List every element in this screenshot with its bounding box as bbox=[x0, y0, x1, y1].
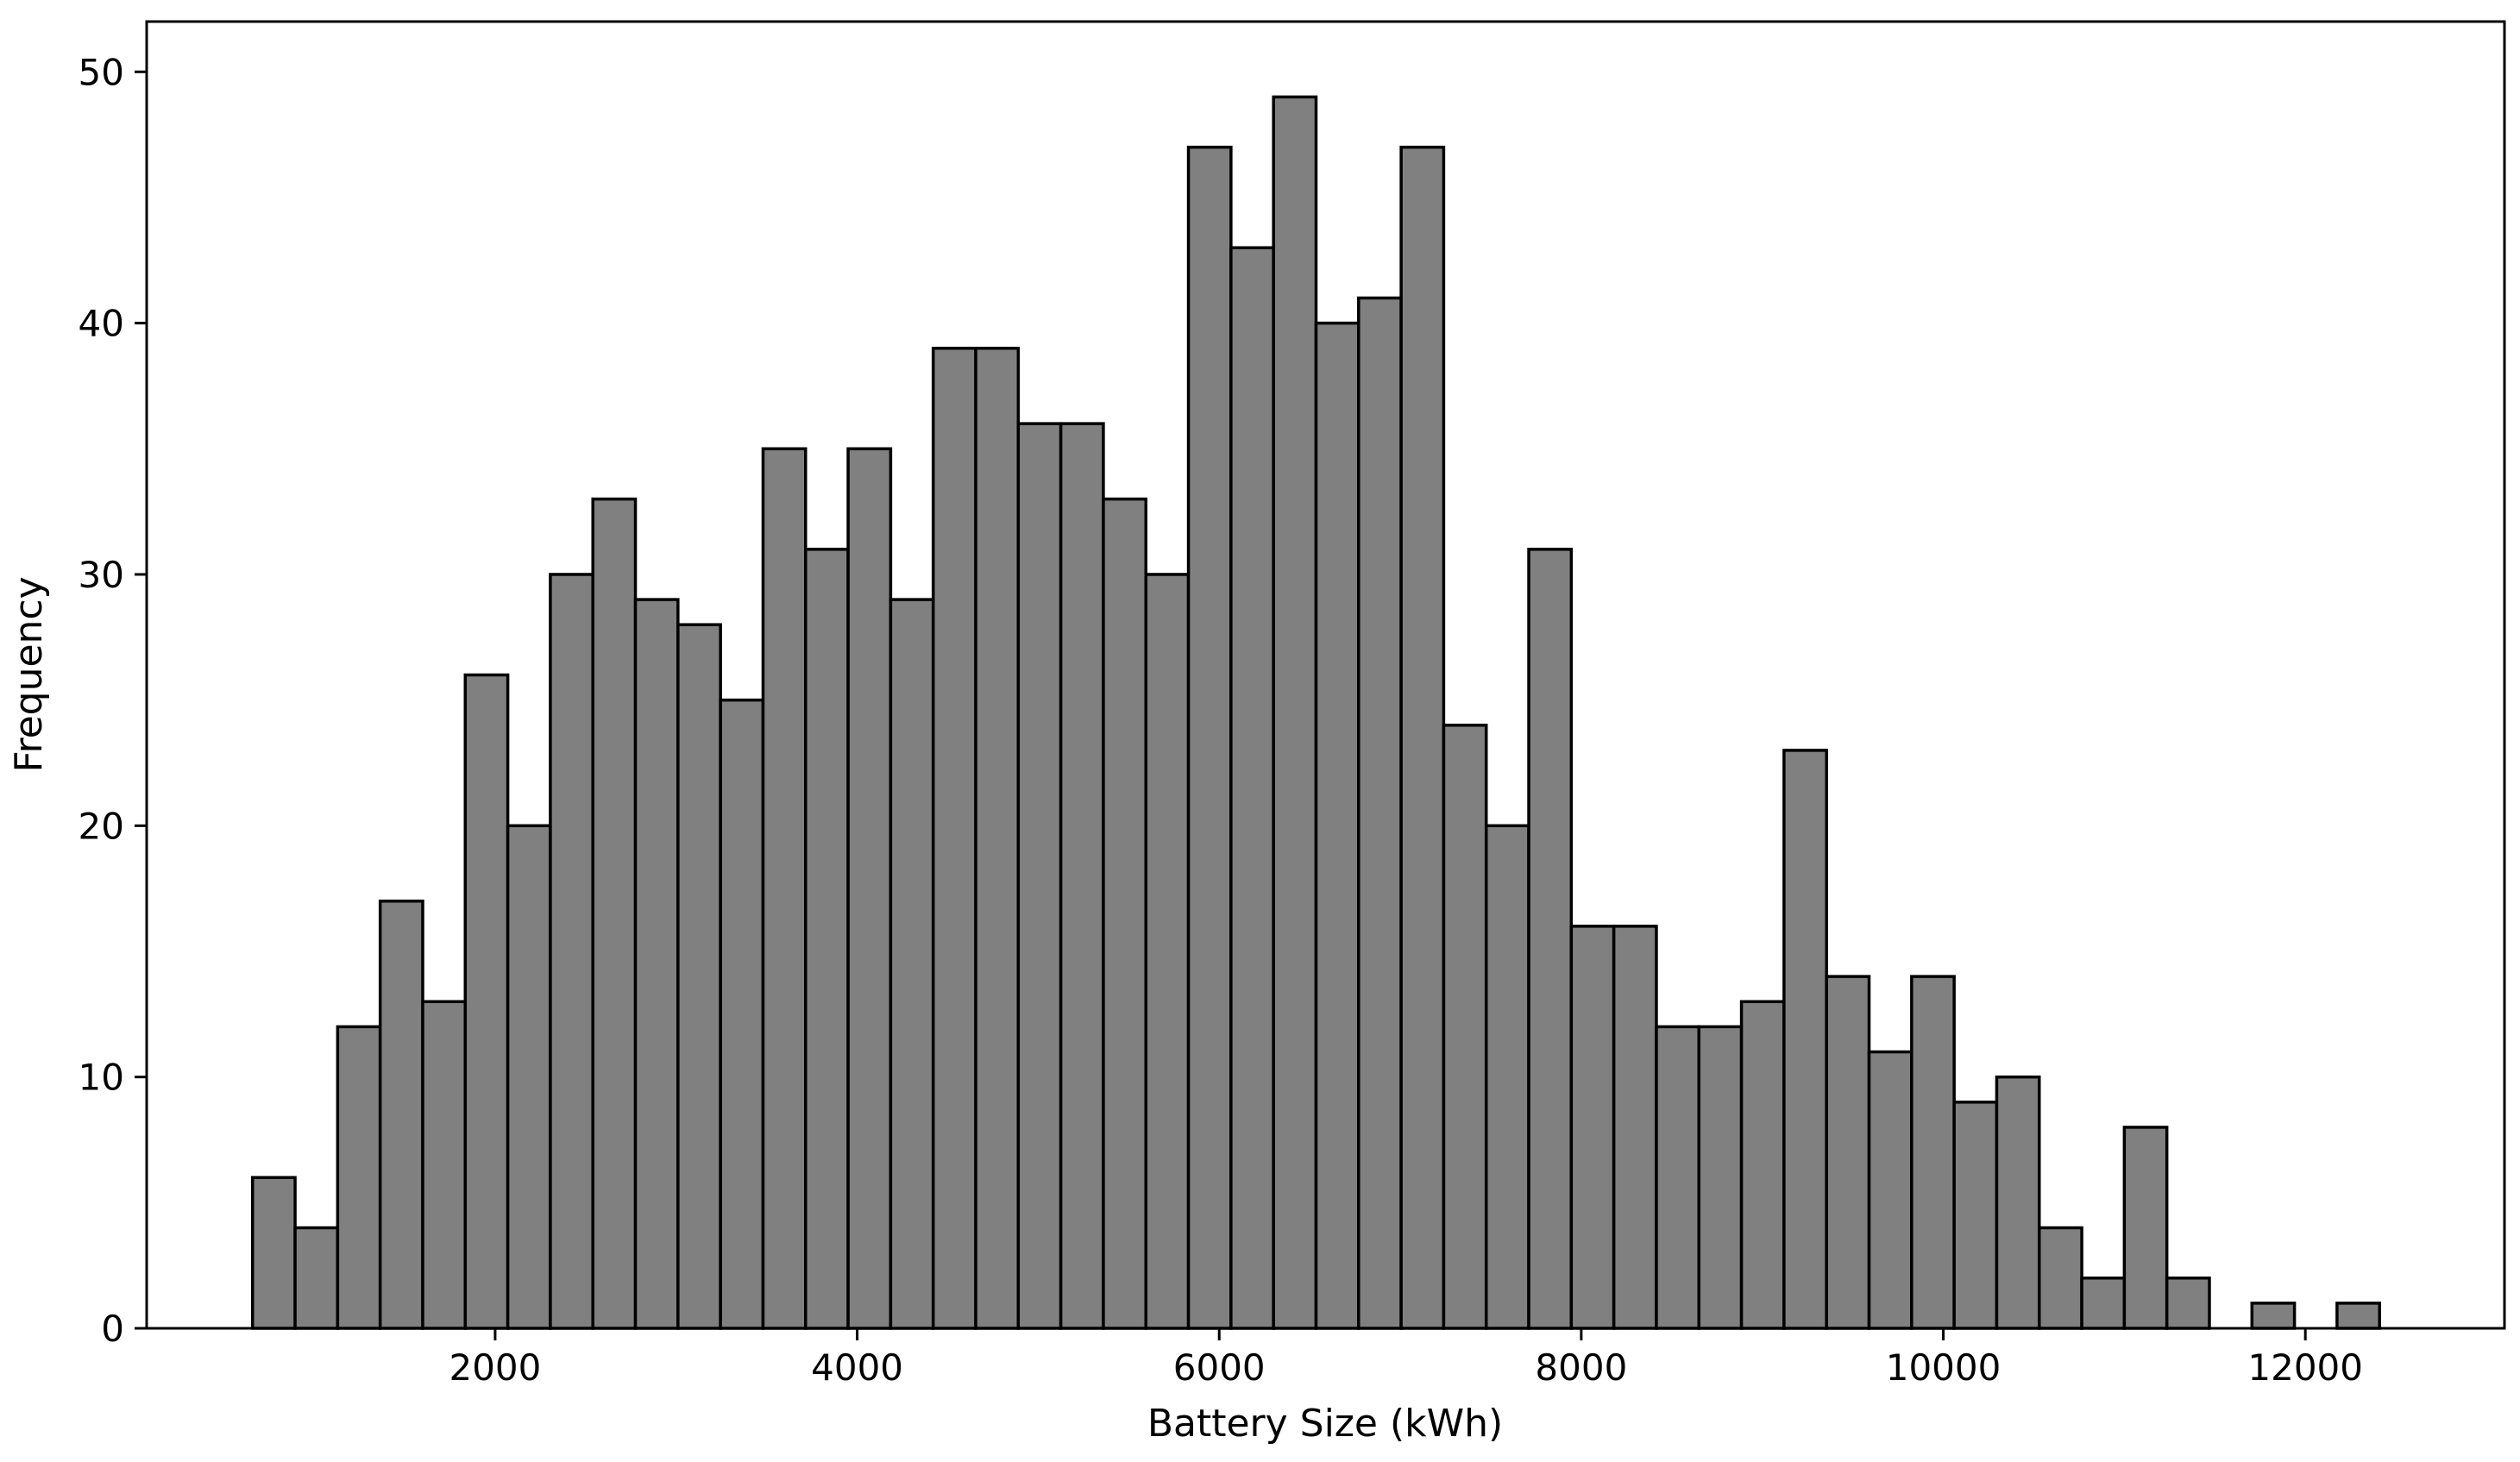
histogram-bar bbox=[1059, 422, 1105, 1330]
histogram-bar bbox=[1612, 925, 1658, 1330]
histogram-bar bbox=[1399, 145, 1446, 1330]
histogram-bar bbox=[2037, 1226, 2083, 1330]
histogram-bar bbox=[549, 573, 594, 1330]
histogram-bar bbox=[761, 447, 808, 1330]
y-tick-label: 10 bbox=[79, 1057, 124, 1099]
histogram-bar bbox=[889, 598, 935, 1330]
histogram-bar bbox=[463, 673, 510, 1330]
histogram-bar bbox=[931, 347, 977, 1330]
plot-frame bbox=[145, 20, 2506, 1330]
histogram-bar bbox=[1527, 548, 1574, 1330]
x-axis-label: Battery Size (kWh) bbox=[1147, 1402, 1503, 1446]
histogram-bar bbox=[1867, 1050, 1914, 1330]
x-tick-label: 4000 bbox=[811, 1346, 903, 1389]
histogram-bar bbox=[1655, 1025, 1701, 1330]
histogram-bar bbox=[591, 497, 638, 1330]
histogram-bar bbox=[1144, 573, 1191, 1330]
histogram-bar bbox=[1484, 824, 1530, 1330]
histogram-bar bbox=[2080, 1276, 2127, 1330]
histogram-bar bbox=[378, 899, 424, 1330]
histogram-bar bbox=[1782, 749, 1828, 1330]
histogram-bar bbox=[250, 1176, 297, 1330]
histogram-bar bbox=[2165, 1276, 2211, 1330]
histogram-bar bbox=[1995, 1075, 2041, 1330]
y-tick-label: 0 bbox=[101, 1308, 124, 1350]
histogram-bar bbox=[1272, 95, 1318, 1330]
histogram-bar bbox=[1229, 246, 1275, 1330]
y-axis: 0 10 20 30 40 50 bbox=[79, 51, 147, 1350]
histogram-bar bbox=[1357, 296, 1403, 1330]
x-tick-label: 10000 bbox=[1886, 1346, 2002, 1389]
x-tick-label: 8000 bbox=[1535, 1346, 1627, 1389]
histogram-bar bbox=[1569, 925, 1616, 1330]
y-tick-label: 30 bbox=[79, 554, 124, 596]
histogram-bar bbox=[1910, 975, 1956, 1330]
histogram-bar bbox=[633, 598, 680, 1330]
histogram-bar bbox=[336, 1025, 382, 1330]
bars-group bbox=[250, 95, 2381, 1330]
x-axis: 2000 4000 6000 8000 10000 12000 bbox=[449, 1328, 2363, 1389]
histogram-bar bbox=[846, 447, 893, 1330]
y-tick-label: 40 bbox=[79, 303, 124, 345]
x-tick-label: 6000 bbox=[1173, 1346, 1266, 1389]
y-tick-label: 20 bbox=[79, 805, 124, 847]
histogram-bar bbox=[1825, 975, 1871, 1330]
histogram-bar bbox=[1186, 145, 1233, 1330]
histogram-bar bbox=[804, 548, 850, 1330]
histogram-bar bbox=[1102, 497, 1147, 1330]
histogram-bar bbox=[1697, 1025, 1744, 1330]
histogram-bar bbox=[1314, 321, 1361, 1330]
y-axis-label: Frequency bbox=[7, 576, 51, 772]
histogram-bar bbox=[2250, 1302, 2297, 1330]
y-tick-label: 50 bbox=[79, 51, 124, 93]
histogram-bar bbox=[506, 824, 552, 1330]
histogram-bar bbox=[719, 698, 765, 1330]
histogram-bar bbox=[1739, 1000, 1786, 1330]
x-tick-label: 2000 bbox=[449, 1346, 541, 1389]
histogram-bar bbox=[421, 1000, 468, 1330]
x-tick-label: 12000 bbox=[2247, 1346, 2363, 1389]
histogram-bar bbox=[1442, 724, 1488, 1330]
histogram-bar bbox=[1016, 422, 1063, 1330]
histogram-bar bbox=[974, 347, 1021, 1330]
histogram-bar bbox=[1952, 1101, 1999, 1330]
histogram-bar bbox=[676, 623, 722, 1330]
histogram-bar bbox=[2122, 1126, 2169, 1330]
histogram-bar bbox=[2335, 1302, 2381, 1330]
histogram-bar bbox=[293, 1226, 340, 1330]
